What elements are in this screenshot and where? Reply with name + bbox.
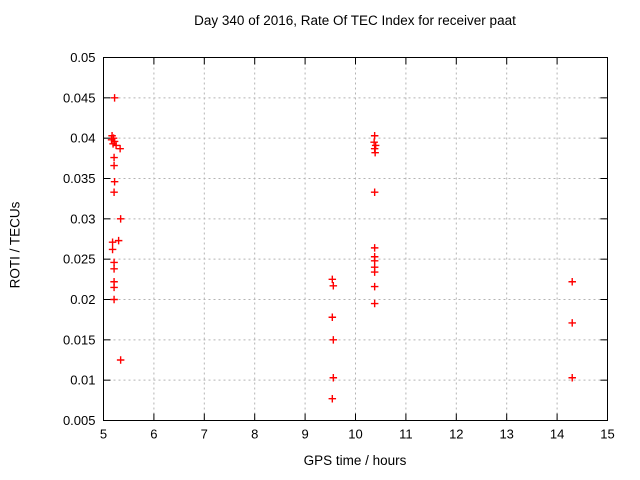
y-tick-label: 0.02: [70, 292, 95, 307]
y-tick-label: 0.05: [70, 50, 95, 65]
data-point-marker: [371, 148, 379, 157]
data-point-marker: [370, 131, 379, 140]
y-tick-label: 0.03: [70, 211, 95, 226]
x-tick-label: 15: [600, 427, 614, 442]
data-point-marker: [370, 299, 379, 308]
data-point-marker: [116, 356, 125, 364]
data-point-marker: [329, 373, 338, 382]
data-point-marker: [110, 265, 118, 273]
data-point-marker: [114, 236, 123, 245]
x-tick-label: 12: [449, 427, 463, 442]
x-tick-label: 7: [201, 427, 208, 442]
data-point-marker: [370, 244, 379, 252]
x-tick-label: 10: [348, 427, 362, 442]
data-point-marker: [328, 275, 337, 284]
data-point-marker: [568, 319, 576, 327]
data-point-marker: [371, 141, 380, 150]
data-point-marker: [108, 245, 117, 254]
y-tick-label: 0.035: [63, 171, 96, 186]
data-point-marker: [370, 268, 379, 276]
chart-title: Day 340 of 2016, Rate Of TEC Index for r…: [194, 13, 516, 28]
y-tick-label: 0.025: [63, 252, 96, 267]
y-tick-label: 0.01: [70, 373, 95, 388]
data-point-marker: [110, 188, 118, 196]
y-tick-label: 0.045: [63, 90, 96, 105]
y-tick-label: 0.005: [63, 413, 96, 428]
data-point-marker: [110, 161, 118, 170]
data-point-marker: [328, 394, 337, 403]
y-tick-label: 0.015: [63, 332, 96, 347]
y-tick-label: 0.04: [70, 131, 95, 146]
x-tick-label: 5: [100, 427, 107, 442]
data-point-marker: [110, 153, 118, 162]
data-point-marker: [110, 94, 119, 102]
data-point-marker: [568, 278, 576, 286]
data-point-marker: [108, 238, 117, 246]
x-tick-label: 13: [499, 427, 513, 442]
data-point-marker: [328, 313, 337, 321]
data-point-marker: [110, 258, 118, 267]
x-tick-label: 14: [550, 427, 564, 442]
x-tick-label: 9: [301, 427, 308, 442]
x-tick-label: 8: [251, 427, 258, 442]
data-point-marker: [370, 188, 379, 196]
x-tick-label: 11: [399, 427, 413, 442]
data-point-marker: [568, 373, 576, 382]
data-point-marker: [370, 138, 378, 146]
data-point-marker: [116, 215, 125, 223]
x-axis-label: GPS time / hours: [303, 453, 407, 468]
data-point-marker: [110, 177, 119, 186]
data-point-marker: [370, 257, 379, 265]
data-point-marker: [370, 282, 379, 291]
data-point-marker: [116, 144, 124, 153]
data-point-marker: [329, 282, 338, 290]
data-point-marker: [329, 336, 338, 344]
data-point-marker: [110, 295, 118, 304]
x-tick-label: 6: [150, 427, 157, 442]
data-point-marker: [110, 283, 118, 292]
data-point-marker: [112, 141, 120, 150]
